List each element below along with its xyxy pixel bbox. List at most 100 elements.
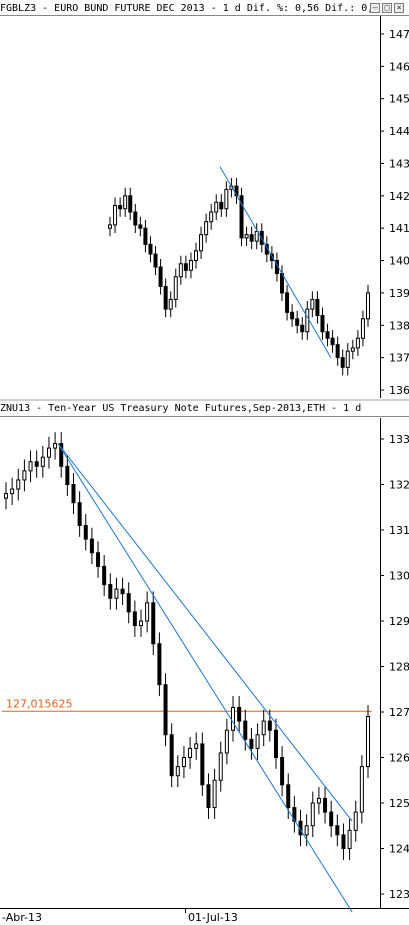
candle-body [347,829,352,849]
pane2-candles [4,432,370,860]
candle-body [96,552,101,567]
candle-body [16,479,21,490]
trend-line[interactable] [57,443,353,913]
candle-body [280,272,284,294]
candle-body [290,311,295,320]
candle-body [254,230,259,242]
candle-body [118,205,123,210]
candle-body [355,337,360,349]
candle-body [133,211,138,226]
minimize-icon[interactable]: – [370,3,380,13]
candle-body [28,461,33,472]
candle-body [341,834,346,849]
candle-body [345,350,350,368]
candle-body [151,602,156,645]
candle-body [255,734,260,749]
candle-body [330,337,335,346]
candle-body [194,743,199,749]
y-tick-label: 130 [389,570,409,583]
candle-body [199,234,204,252]
candle-body [108,224,112,229]
candle-body [153,253,158,268]
candle-body [292,807,297,822]
candle-body [214,201,219,213]
candle-body [366,292,370,320]
candle-body [123,195,128,210]
candle-body [157,643,162,686]
y-tick-label: 138 [389,319,409,332]
candle-body [126,593,131,613]
candle-body [138,224,143,229]
candle-body [295,318,300,326]
candle-body [273,729,278,759]
level-line-label: 127,015625 [6,697,72,710]
candle-body [40,456,45,467]
y-tick-label: 141 [389,222,409,235]
candle-body [128,195,133,213]
candle-body [218,752,223,781]
candle-body [138,620,143,627]
candle-body [209,211,214,223]
candle-body [53,443,58,449]
pane1-candles [108,178,370,376]
close-icon[interactable]: × [394,3,404,13]
candle-body [173,276,178,300]
candle-body [34,461,39,467]
candle-body [114,588,119,599]
candle-body [239,195,244,239]
y-tick-label: 139 [389,287,409,300]
candle-body [143,227,148,245]
candle-body [224,729,229,754]
candle-body [212,779,217,809]
candle-body [335,344,340,359]
candle-body [46,447,51,458]
candle-body [77,502,82,526]
candle-body [132,611,137,627]
y-tick-label: 143 [389,157,409,170]
candle-body [350,347,355,352]
trend-line[interactable] [57,443,353,822]
y-tick-label: 129 [389,615,409,628]
candle-body [169,734,174,777]
y-tick-label: 131 [389,524,409,537]
candle-body [188,260,193,271]
y-tick-label: 125 [389,797,409,810]
candle-body [181,757,186,768]
y-tick-label: 136 [389,384,409,397]
candle-body [353,811,358,831]
candle-body [113,205,118,226]
candle-body [163,684,168,736]
pane2-plot: 133 132 131 130 129 128 127 126 125 124 123 127,015… [2,418,409,913]
candle-body [267,720,272,731]
candle-body [244,234,249,239]
pane2-y-ticks: 133 132 131 130 129 128 127 126 125 124 123 [380,433,409,901]
y-tick-label: 146 [389,60,409,73]
candle-body [224,188,229,210]
pane1-plot: 147 146 145 144 143 142 141 140 139 138 137 136 [108,16,409,398]
candle-body [310,298,315,310]
candle-body [280,757,285,786]
candle-body [249,234,254,242]
maximize-icon[interactable]: □ [382,3,392,13]
y-tick-label: 145 [389,93,409,106]
candle-body [89,538,94,554]
candle-body [83,524,88,540]
candle-body [340,357,345,368]
candle-body [163,285,168,310]
candle-body [200,743,205,786]
trend-line[interactable] [219,166,332,358]
candle-body [315,298,320,317]
y-tick-label: 144 [389,125,409,138]
pane1-title: FGBLZ3 - EURO BUND FUTURE DEC 2013 - 1 d… [0,3,370,14]
candle-body [178,263,183,278]
pane-separator[interactable] [0,399,409,401]
candle-body [316,797,321,804]
candle-body [335,825,340,836]
candle-body [108,584,113,599]
x-tick-label: -Abr-13 [2,911,42,924]
candle-body [329,811,334,827]
candle-body [285,292,290,313]
candle-body [320,315,325,333]
